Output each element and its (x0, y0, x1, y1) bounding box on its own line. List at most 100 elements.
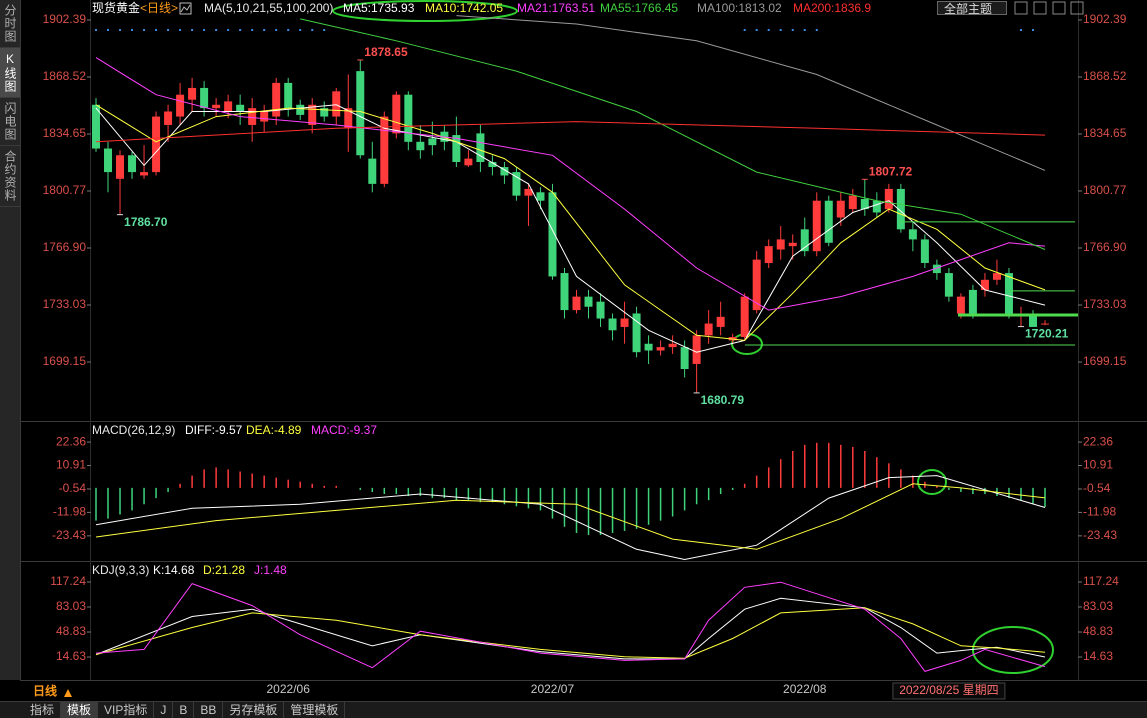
ma-line (95, 104, 1046, 353)
candle-body (1004, 273, 1013, 314)
bottom-tab[interactable]: 管理模板 (284, 702, 346, 718)
signal-dot (251, 29, 254, 31)
legend-entry: DEA:-4.89 (246, 423, 302, 437)
y-tick-label: 10.91 (1083, 458, 1113, 472)
candle-body (620, 318, 629, 327)
candle-body (320, 108, 329, 117)
extreme-label: 1807.72 (869, 164, 913, 178)
chart: 日线 1902.39 1902.39 1868.52 1868.52 1834.65 18… (0, 0, 1147, 700)
candle-body (116, 155, 125, 179)
sidebar-tab[interactable]: 合约资料 (0, 146, 20, 207)
legend-entry: J:1.48 (254, 563, 287, 577)
bottom-tab[interactable]: B (173, 702, 195, 718)
candle-body (368, 158, 377, 184)
candle-body (752, 259, 761, 311)
candle-body (968, 289, 977, 314)
y-tick-label: 1733.03 (43, 297, 87, 311)
ma-line (95, 57, 1046, 311)
candle-body (164, 111, 173, 125)
y-tick-label: 1800.77 (43, 183, 87, 197)
y-tick-label: 1766.90 (1083, 240, 1127, 254)
extreme-label: 1720.21 (1025, 327, 1069, 341)
candle-body (260, 111, 269, 122)
indicator-icon-glyph (180, 4, 191, 13)
candle-body (128, 155, 137, 173)
candle-body (980, 279, 989, 290)
candle-body (152, 116, 161, 173)
candle-body (956, 296, 965, 314)
candle-body (356, 71, 365, 156)
candle-body (284, 82, 293, 109)
signal-dot (155, 29, 158, 31)
period-button[interactable]: 日线 (33, 683, 57, 698)
theme-button[interactable]: 全部主题 (937, 1, 1007, 16)
candle-body (932, 264, 941, 274)
candle-body (464, 158, 473, 166)
signal-dot (179, 29, 182, 31)
signal-dot (227, 29, 230, 31)
y-tick-label: 117.24 (1083, 574, 1119, 588)
bottom-tab[interactable]: BB (194, 702, 224, 718)
bottom-tab[interactable]: VIP指标 (98, 702, 155, 718)
candle-body (512, 172, 521, 196)
candle-body (272, 82, 281, 117)
y-tick-label: 1868.52 (1083, 69, 1127, 83)
ma-line (300, 18, 1046, 250)
bottom-tab[interactable]: 另存模板 (223, 702, 285, 718)
signal-dot (203, 29, 206, 31)
y-tick-label: 1766.90 (43, 240, 87, 254)
sidebar-tab[interactable]: 分时图 (0, 0, 20, 48)
toolbar-icon[interactable] (1070, 1, 1084, 15)
signal-dot (755, 29, 758, 31)
bottom-tab[interactable]: 模板 (61, 702, 99, 718)
y-tick-label: 1868.52 (43, 69, 87, 83)
candle-body (668, 343, 677, 348)
bottom-tab[interactable]: J (154, 702, 174, 718)
toolbar-icon[interactable] (1014, 1, 1028, 15)
bottom-tab[interactable]: 指标 (24, 702, 62, 718)
y-tick-label: 1902.39 (43, 12, 87, 26)
y-tick-label: -0.54 (1083, 481, 1111, 495)
toolbar-icon[interactable] (1052, 1, 1066, 15)
candle-body (908, 229, 917, 240)
cursor-date-box (892, 682, 1006, 700)
highlight-ellipse (972, 626, 1054, 674)
candle-body (380, 116, 389, 184)
signal-dot (1031, 29, 1034, 31)
signal-dot (239, 29, 242, 31)
y-tick-label: 14.63 (56, 649, 86, 663)
indicator-icon[interactable] (179, 2, 192, 15)
candle-body (896, 188, 905, 230)
highlight-ellipse (332, 0, 518, 22)
macd-line (95, 475, 1046, 561)
y-tick-label: 48.83 (1083, 624, 1113, 638)
candle-body (812, 200, 821, 252)
signal-dot (215, 29, 218, 31)
ma-line (95, 104, 1046, 341)
candle-body (692, 335, 701, 364)
candle-body (500, 167, 509, 176)
candle-body (404, 94, 413, 142)
candle-body (788, 242, 797, 247)
signal-dot (95, 29, 97, 31)
signal-dot (791, 29, 794, 31)
candle-body (800, 229, 809, 252)
y-tick-label: 22.36 (1083, 434, 1113, 448)
candle-body (704, 323, 713, 336)
signal-dot (275, 29, 278, 31)
signal-dot (287, 29, 290, 31)
ma-line (95, 121, 1046, 143)
y-tick-label: 1834.65 (43, 126, 87, 140)
indicator-title: KDJ(9,3,3) (92, 563, 149, 577)
sidebar-tab[interactable]: K线图 (0, 48, 20, 98)
toolbar-icon[interactable] (1033, 1, 1047, 15)
background (0, 0, 1147, 700)
legend-entry: D:21.28 (203, 563, 245, 577)
x-tick-label: 2022/06 (267, 682, 311, 696)
y-tick-label: 48.83 (56, 624, 86, 638)
sidebar-tab[interactable]: 闪电图 (0, 98, 20, 146)
kdj-line (95, 597, 1046, 660)
y-tick-label: 83.03 (56, 599, 86, 613)
legend-entry: MA10:1742.05 (425, 1, 503, 15)
extreme-label: 1786.70 (124, 215, 168, 229)
